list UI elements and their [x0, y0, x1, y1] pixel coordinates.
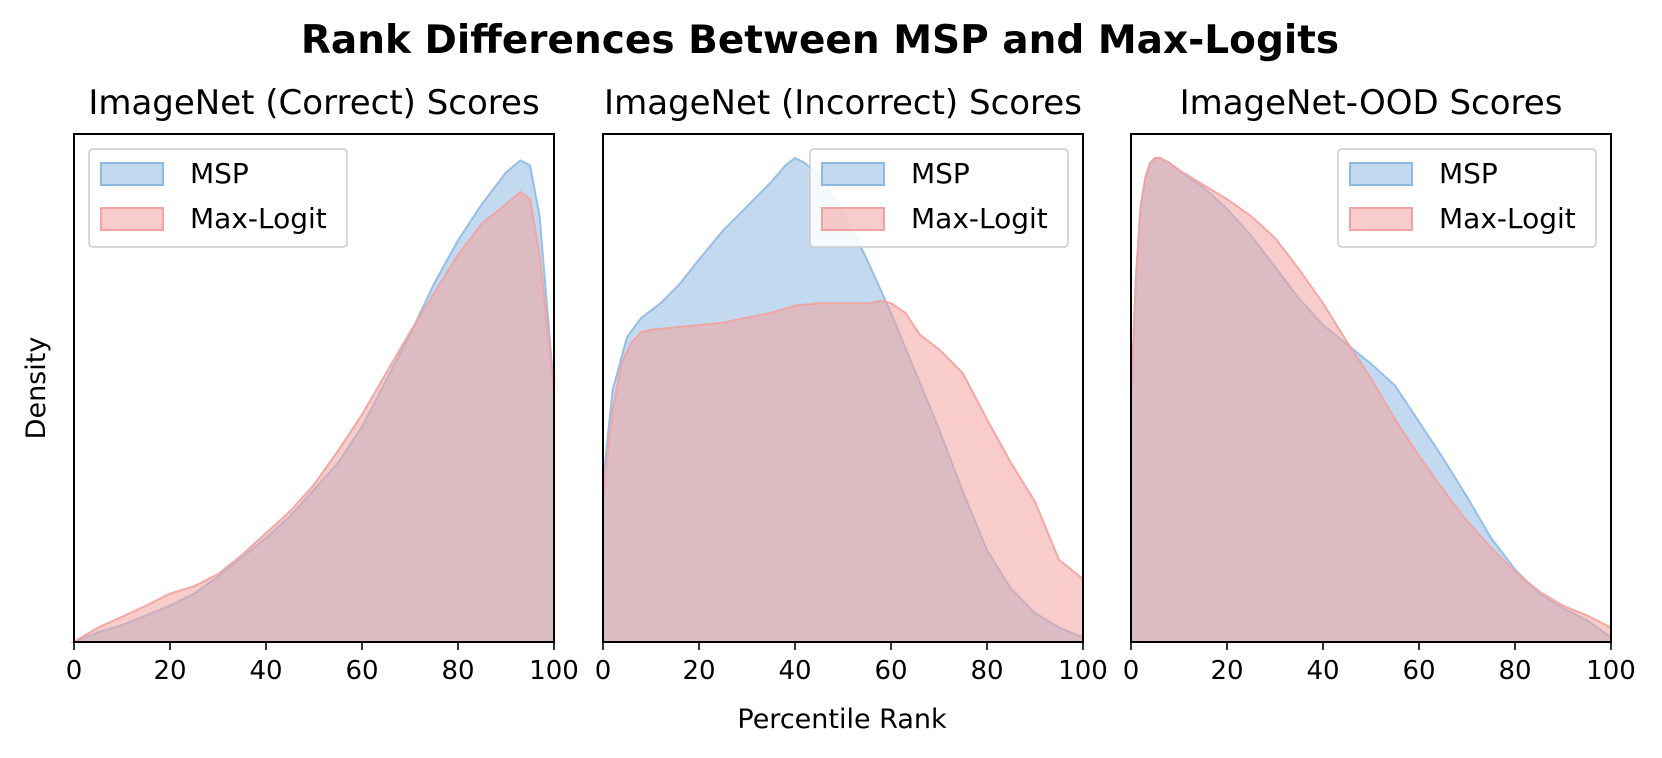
- panels: ImageNet (Correct) Scores 0 20 40 60 80 100 MSP…: [66, 83, 1636, 686]
- plot-frame: [73, 133, 555, 643]
- x-tick-label: 0: [595, 656, 612, 686]
- x-tick-label: 100: [1586, 656, 1636, 686]
- x-tick-label: 40: [1306, 656, 1339, 686]
- plot-frame: [1130, 133, 1612, 643]
- x-tick-label: 80: [970, 656, 1003, 686]
- x-tick-label: 20: [1210, 656, 1243, 686]
- y-axis-label: Density: [21, 337, 52, 440]
- legend-swatch-msp: [1349, 162, 1413, 186]
- legend-swatch-max-logit: [100, 207, 164, 231]
- legend-swatch-msp: [100, 162, 164, 186]
- legend-label-max-logit: Max-Logit: [1439, 202, 1576, 235]
- legend-label-max-logit: Max-Logit: [190, 202, 327, 235]
- x-axis-label: Percentile Rank: [737, 704, 947, 735]
- x-tick-label: 0: [66, 656, 83, 686]
- x-tick-label: 0: [1123, 656, 1140, 686]
- x-tick-label: 20: [682, 656, 715, 686]
- area-series-max-logit: [70, 190, 555, 643]
- subplot-title: ImageNet (Correct) Scores: [88, 83, 539, 123]
- chart-panel-2: ImageNet (Incorrect) Scores 0 20 40 60 80 100 M…: [595, 83, 1108, 686]
- subplot-title: ImageNet (Incorrect) Scores: [604, 83, 1082, 123]
- plot-frame: [602, 133, 1084, 643]
- x-tick-label: 80: [1498, 656, 1531, 686]
- legend-label-msp: MSP: [911, 157, 970, 190]
- chart-panel-1: ImageNet (Correct) Scores 0 20 40 60 80 100 MSP…: [66, 83, 579, 686]
- x-tick-label: 100: [529, 656, 579, 686]
- x-tick-label: 80: [441, 656, 474, 686]
- figure-title: Rank Differences Between MSP and Max-Log…: [301, 18, 1339, 63]
- legend-swatch-max-logit: [1349, 207, 1413, 231]
- legend-label-msp: MSP: [190, 157, 249, 190]
- x-tick-label: 100: [1058, 656, 1108, 686]
- x-tick-label: 60: [874, 656, 907, 686]
- legend-label-msp: MSP: [1439, 157, 1498, 190]
- x-tick-label: 60: [1402, 656, 1435, 686]
- legend-label-max-logit: Max-Logit: [911, 202, 1048, 235]
- legend-swatch-max-logit: [821, 207, 885, 231]
- x-tick-label: 20: [153, 656, 186, 686]
- subplot-title: ImageNet-OOD Scores: [1180, 83, 1563, 123]
- legend-swatch-msp: [821, 162, 885, 186]
- x-tick-label: 60: [345, 656, 378, 686]
- area-series-max-logit: [602, 299, 1084, 643]
- chart-panel-3: ImageNet-OOD Scores 0 20 40 60 80 100 MSP Max-Lo…: [1123, 83, 1636, 686]
- x-tick-label: 40: [249, 656, 282, 686]
- area-series-max-logit: [1130, 157, 1612, 643]
- x-tick-label: 40: [778, 656, 811, 686]
